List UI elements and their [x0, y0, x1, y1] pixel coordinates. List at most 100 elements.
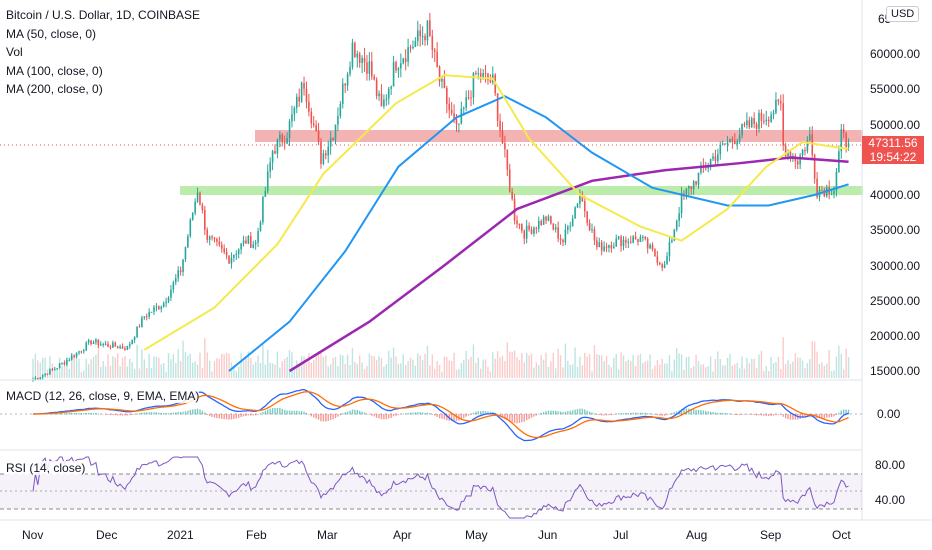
candle-body — [518, 224, 521, 226]
candle-body — [770, 114, 772, 122]
candle-body — [131, 339, 134, 345]
macd-label[interactable]: MACD (12, 26, close, 9, EMA, EMA) — [6, 389, 200, 403]
time-tick: Jul — [613, 528, 628, 542]
macd-histogram-bar — [792, 414, 794, 420]
candle-body — [308, 101, 310, 112]
candle-body — [654, 249, 656, 257]
macd-histogram-bar — [509, 414, 511, 422]
macd-histogram-bar — [496, 414, 499, 416]
rsi-label[interactable]: RSI (14, close) — [6, 461, 86, 475]
candle-body — [796, 161, 799, 165]
volume-bar — [87, 364, 90, 378]
macd-histogram-bar — [634, 412, 637, 415]
currency-badge[interactable]: USD — [886, 6, 920, 22]
rsi-pane — [0, 456, 862, 519]
candle-body — [753, 118, 755, 125]
macd-histogram-bar — [291, 410, 293, 415]
macd-histogram-bar — [632, 412, 634, 415]
macd-histogram-bar — [663, 414, 666, 416]
candle-body — [363, 58, 366, 63]
macd-histogram-bar — [571, 410, 574, 415]
candle-body — [637, 239, 639, 243]
candle-body — [187, 236, 189, 248]
price-tick: 35000.00 — [870, 223, 920, 237]
candle-body — [557, 227, 559, 239]
candle-body — [789, 151, 792, 159]
countdown-tag: 19:54:22 — [862, 150, 924, 164]
volume-bar — [308, 353, 310, 378]
macd-histogram-bar — [482, 410, 484, 415]
chart-legend: Bitcoin / U.S. Dollar, 1D, COINBASE MA (… — [6, 6, 200, 99]
macd-histogram-bar — [719, 412, 721, 415]
indicator-ma200[interactable]: MA (200, close, 0) — [6, 82, 103, 96]
candle-body — [830, 194, 833, 196]
volume-bar — [804, 368, 806, 378]
macd-histogram-bar — [126, 414, 129, 416]
candle-body — [211, 236, 213, 238]
volume-bar — [271, 363, 274, 378]
symbol-title[interactable]: Bitcoin / U.S. Dollar, 1D, COINBASE — [6, 8, 201, 22]
time-axis[interactable]: Nov Dec 2021 Feb Mar Apr May Jun Jul Aug… — [22, 528, 851, 542]
volume-bar — [576, 366, 579, 378]
volume-bar — [564, 343, 567, 378]
candle-body — [104, 343, 107, 345]
volume-bar — [746, 357, 748, 378]
price-tick: 50000.00 — [870, 118, 920, 132]
candle-body — [746, 120, 748, 125]
macd-histogram-bar — [228, 414, 230, 420]
volume-bar — [32, 358, 34, 378]
volume-bar — [100, 366, 102, 378]
macd-histogram-bar — [438, 414, 441, 419]
macd-histogram-bar — [467, 414, 470, 416]
volume-bar — [639, 353, 642, 378]
candle-body — [467, 97, 470, 99]
price-axis[interactable]: 65 60000.00 55000.00 50000.00 40000.00 3… — [870, 12, 920, 507]
candle-body — [475, 72, 477, 75]
time-tick: 2021 — [167, 528, 194, 542]
volume-bar — [610, 367, 613, 378]
macd-histogram-bar — [460, 414, 463, 420]
macd-histogram-bar — [150, 412, 153, 415]
candle-body — [165, 301, 167, 304]
volume-bar — [126, 366, 129, 378]
volume-bar — [840, 353, 842, 378]
candle-body — [228, 255, 230, 264]
macd-histogram-bar — [659, 414, 661, 416]
indicator-ma100[interactable]: MA (100, close, 0) — [6, 63, 103, 78]
candle-body — [199, 192, 201, 205]
volume-bar — [477, 357, 479, 378]
macd-histogram-bar — [373, 414, 375, 417]
volume-bar — [709, 356, 712, 378]
macd-histogram-bar — [414, 412, 417, 415]
volume-bar — [375, 360, 378, 378]
candle-body — [124, 348, 126, 350]
indicator-volume[interactable]: Vol — [6, 45, 23, 59]
candle-body — [402, 58, 405, 64]
macd-histogram-bar — [755, 414, 758, 416]
candle-body — [840, 129, 843, 152]
candle-body — [51, 369, 54, 371]
volume-bar — [276, 351, 279, 378]
candle-body — [56, 368, 58, 370]
volume-bar — [496, 351, 499, 378]
candle-body — [107, 343, 109, 347]
macd-histogram-bar — [789, 414, 792, 420]
volume-bar — [49, 356, 51, 378]
volume-bar — [559, 355, 562, 378]
candle-body — [419, 30, 421, 37]
indicator-ma50[interactable]: MA (50, close, 0) — [6, 26, 97, 41]
volume-bar — [329, 364, 332, 378]
volume-bar — [702, 364, 705, 378]
candle-body — [230, 257, 233, 264]
candle-body — [80, 351, 83, 353]
time-tick: May — [465, 528, 488, 542]
volume-bar — [760, 350, 763, 378]
macd-histogram-bar — [530, 414, 533, 418]
candle-body — [257, 230, 259, 243]
candle-body — [603, 246, 605, 251]
candle-body — [281, 134, 284, 143]
macd-histogram-bar — [233, 414, 235, 419]
volume-bar — [429, 365, 431, 378]
candle-body — [709, 159, 712, 166]
